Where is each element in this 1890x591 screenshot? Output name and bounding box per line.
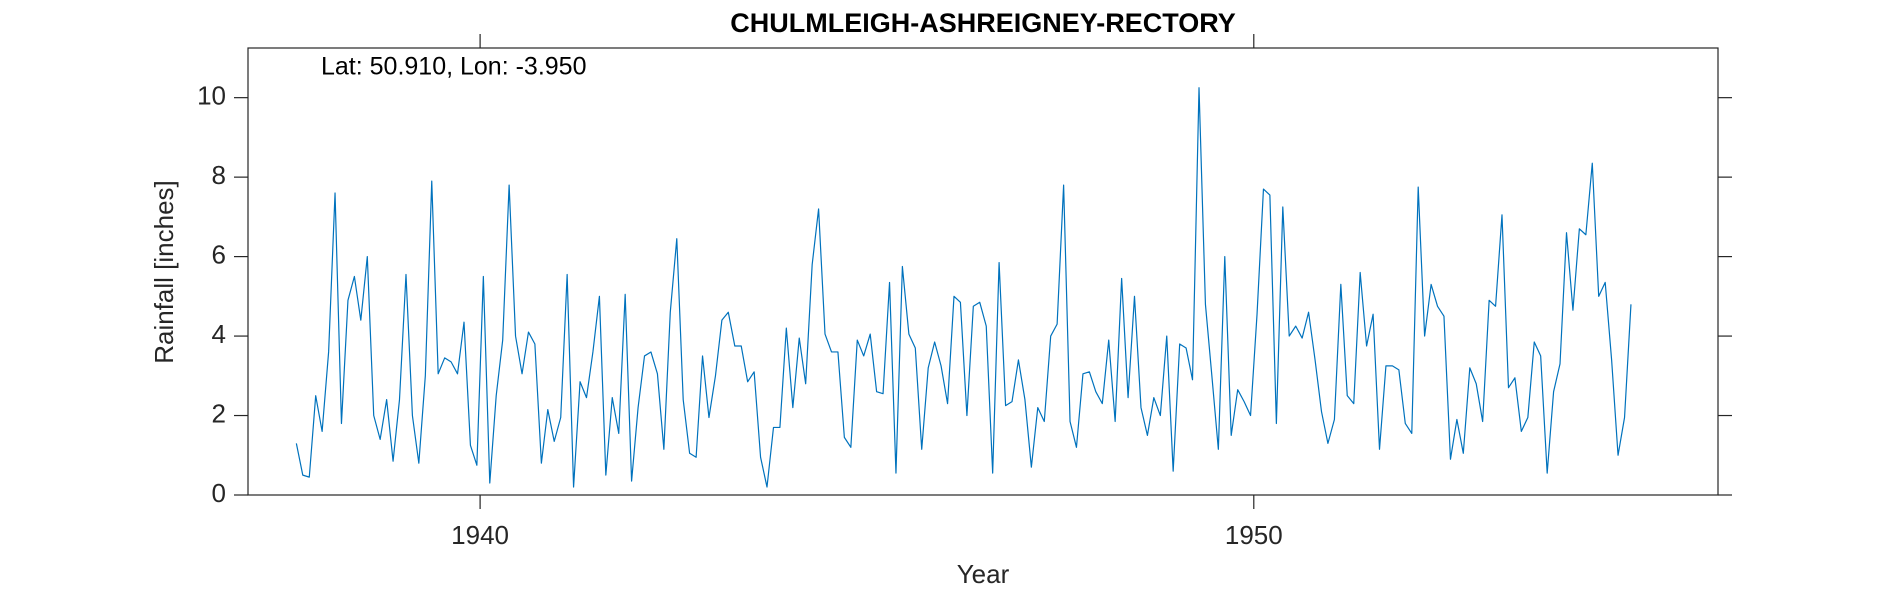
y-tick-label: 10 — [197, 81, 226, 111]
y-tick-label: 8 — [212, 160, 226, 190]
y-tick-label: 6 — [212, 239, 226, 269]
y-tick-label: 2 — [212, 398, 226, 428]
y-tick-label: 0 — [212, 478, 226, 508]
x-axis-label: Year — [957, 559, 1010, 589]
x-tick-label: 1940 — [451, 520, 509, 550]
y-tick-label: 4 — [212, 319, 226, 349]
chart-title: CHULMLEIGH-ASHREIGNEY-RECTORY — [730, 8, 1236, 38]
plot-frame — [247, 47, 1719, 496]
y-axis-label: Rainfall [inches] — [149, 180, 179, 364]
annotation: Lat: 50.910, Lon: -3.950 — [321, 53, 587, 81]
x-tick-label: 1950 — [1225, 520, 1283, 550]
data-line — [295, 87, 1632, 488]
